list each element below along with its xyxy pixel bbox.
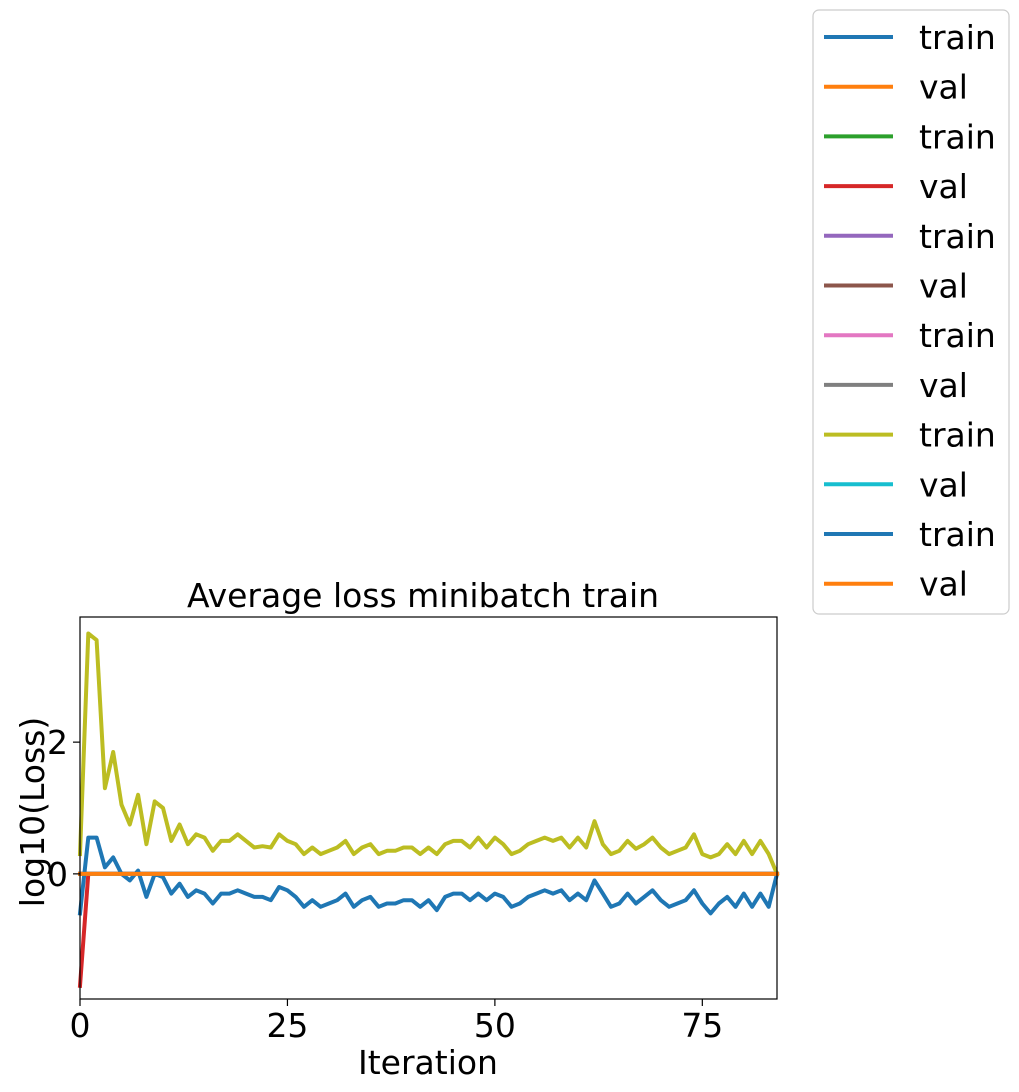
x-axis-ticks: 0 25 50 75 (70, 999, 723, 1045)
x-tick-label: 25 (266, 1006, 308, 1045)
series-layer (77, 631, 780, 988)
x-tick-label: 50 (474, 1006, 516, 1045)
legend-items: train val train val train val train val train val… (824, 18, 996, 604)
legend-label: val (919, 366, 968, 405)
series-line-9 (77, 631, 780, 877)
legend-label: val (919, 565, 968, 604)
x-axis-label: Iteration (358, 1043, 498, 1082)
legend-label: val (919, 267, 968, 306)
legend: train val train val train val train val train val… (812, 9, 1010, 615)
legend-label: val (919, 465, 968, 504)
legend-label: train (919, 515, 996, 554)
x-tick-label: 75 (681, 1006, 723, 1045)
x-tick-label: 0 (70, 1006, 91, 1045)
legend-label: val (919, 68, 968, 107)
y-tick-label: 2 (47, 723, 68, 762)
legend-frame (812, 9, 1010, 615)
series-line-11 (77, 835, 780, 916)
y-axis-ticks: 02 (47, 723, 80, 894)
legend-label: train (919, 117, 996, 156)
y-tick-label: 0 (47, 855, 68, 894)
legend-label: train (919, 416, 996, 455)
legend-label: train (919, 18, 996, 57)
legend-label: val (919, 167, 968, 206)
y-axis-label: log10(Loss) (13, 717, 52, 907)
chart-title: Average loss minibatch train (187, 576, 659, 615)
legend-label: train (919, 316, 996, 355)
plot-frame (79, 616, 778, 1000)
legend-label: train (919, 217, 996, 256)
